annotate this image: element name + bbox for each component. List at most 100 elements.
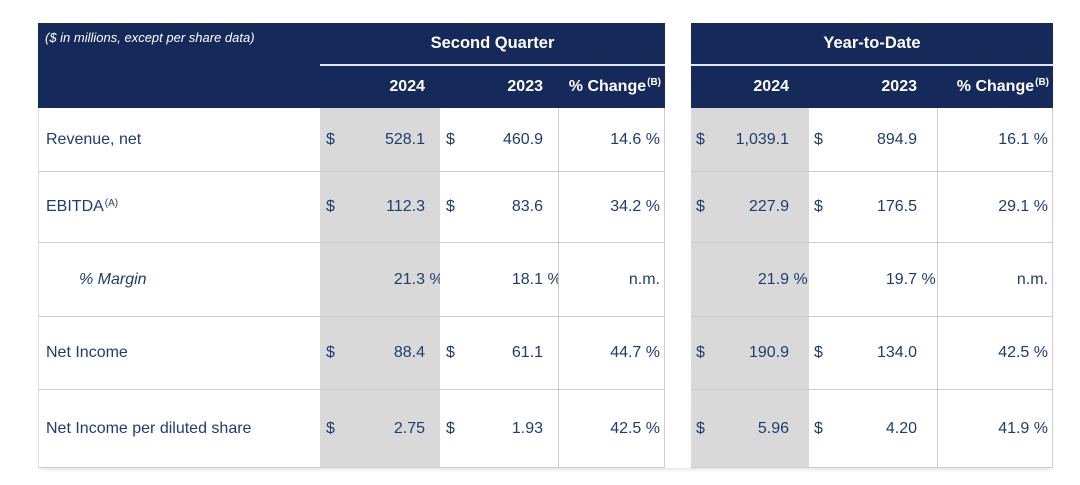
cell-value: 41.9 %: [998, 419, 1048, 437]
cell-value: 176.5: [876, 198, 917, 215]
cell-netincome-ytd-2023: $ 134.0: [809, 317, 937, 390]
cell-value: 42.5 %: [998, 344, 1048, 361]
column-header-label: % Change: [568, 78, 647, 95]
cell-revenue-q2-2024: $ 528.1: [320, 108, 440, 172]
second-quarter-section-header: Second Quarter: [320, 23, 665, 66]
row-label-main: EBITDA: [46, 198, 104, 215]
section-gap: [665, 317, 691, 390]
cell-value: 460.9: [502, 130, 543, 148]
footnote-a-superscript: (A): [104, 198, 119, 209]
cell-value-wrap: 18.1 %: [511, 270, 562, 288]
cell-value: 2.75: [393, 419, 425, 437]
table-note-text: ($ in millions, except per share data): [45, 30, 255, 45]
dollar-sign: $: [696, 344, 705, 361]
row-label-revenue-net: Revenue, net: [38, 108, 320, 172]
row-label-main: % Margin: [79, 270, 147, 288]
cell-eps-q2-change: 42.5 %: [558, 390, 665, 468]
cell-value-wrap: 19.7 %: [885, 270, 936, 288]
section-gap: [665, 390, 691, 468]
cell-value: 5.96: [757, 419, 789, 437]
cell-netincome-q2-change: 44.7 %: [558, 317, 665, 390]
cell-margin-q2-change: n.m.: [558, 243, 665, 317]
cell-value-wrap: 1.93: [512, 420, 543, 438]
row-label-text: Revenue, net: [46, 131, 142, 149]
cell-value: 44.7 %: [610, 344, 660, 361]
dollar-sign: $: [814, 198, 823, 215]
row-label-text: Net Income: [46, 344, 129, 362]
column-header-ytd-pct-change: % Change (B): [937, 66, 1053, 108]
cell-value: 88.4: [393, 344, 425, 361]
dollar-sign: $: [696, 419, 705, 437]
cell-ebitda-q2-2023: $ 83.6: [440, 172, 558, 243]
cell-value: 21.3: [393, 270, 425, 288]
cell-eps-ytd-change: 41.9 %: [937, 390, 1053, 468]
cell-ebitda-q2-change: 34.2 %: [558, 172, 665, 243]
dollar-sign: $: [814, 344, 823, 361]
column-header-label: 2023: [507, 78, 543, 95]
cell-value: n.m.: [1016, 270, 1048, 288]
column-header-ytd-2023: 2023: [809, 66, 937, 108]
cell-eps-q2-2024: $ 2.75: [320, 390, 440, 468]
dollar-sign: $: [696, 130, 705, 148]
cell-value-wrap: 88.4: [394, 344, 425, 362]
cell-revenue-ytd-2024: $ 1,039.1: [691, 108, 809, 172]
cell-value: 528.1: [384, 130, 425, 148]
cell-netincome-q2-2023: $ 61.1: [440, 317, 558, 390]
footnote-b-superscript: (B): [647, 76, 661, 88]
cell-value-wrap: 134.0: [877, 344, 917, 362]
section-gap: [665, 66, 691, 108]
year-to-date-title: Year-to-Date: [823, 34, 921, 52]
cell-value: 29.1 %: [998, 198, 1048, 215]
cell-value: 14.6 %: [610, 130, 660, 148]
cell-ebitda-ytd-change: 29.1 %: [937, 172, 1053, 243]
row-label-text: % Margin: [79, 271, 148, 289]
cell-margin-q2-2024: 21.3 %: [320, 243, 444, 317]
row-label-main: Net Income: [46, 344, 128, 361]
row-label-main: Revenue, net: [46, 130, 142, 148]
cell-value-wrap: 460.9: [503, 131, 543, 149]
cell-value: 21.9: [757, 270, 789, 288]
column-header-label: 2023: [881, 78, 917, 95]
cell-revenue-ytd-change: 16.1 %: [937, 108, 1053, 172]
cell-margin-ytd-2024: 21.9 %: [691, 243, 809, 317]
column-header-label: 2024: [753, 78, 789, 95]
cell-value: 227.9: [748, 198, 789, 215]
cell-margin-q2-2023: 18.1 %: [440, 243, 562, 317]
cell-revenue-q2-2023: $ 460.9: [440, 108, 558, 172]
cell-value-wrap: 4.20: [886, 420, 917, 438]
year-to-date-section-header: Year-to-Date: [691, 23, 1053, 66]
cell-value-wrap: 2.75: [394, 420, 425, 438]
column-header-q2-2023: 2023: [440, 66, 558, 108]
cell-value-wrap: 61.1: [512, 344, 543, 362]
section-gap: [665, 172, 691, 243]
cell-value: 61.1: [511, 344, 543, 361]
cell-value: 18.1: [511, 270, 543, 288]
cell-value: 1,039.1: [735, 130, 789, 148]
cell-eps-q2-2023: $ 1.93: [440, 390, 558, 468]
second-quarter-title: Second Quarter: [430, 34, 555, 52]
column-header-ytd-2024: 2024: [691, 66, 809, 108]
cell-value: 34.2 %: [610, 198, 660, 215]
dollar-sign: $: [696, 198, 705, 215]
section-gap: [665, 108, 691, 172]
column-header-q2-2024: 2024: [320, 66, 440, 108]
cell-margin-ytd-2023: 19.7 %: [809, 243, 937, 317]
cell-ebitda-q2-2024: $ 112.3: [320, 172, 440, 243]
financial-results-table: ($ in millions, except per share data) S…: [38, 23, 1053, 468]
dollar-sign: $: [814, 130, 823, 148]
cell-margin-ytd-change: n.m.: [937, 243, 1053, 317]
cell-value: n.m.: [628, 270, 660, 288]
dollar-sign: $: [814, 419, 823, 437]
dollar-sign: $: [326, 419, 335, 437]
cell-value-wrap: 1,039.1: [736, 131, 789, 149]
footnote-b-superscript: (B): [1035, 76, 1049, 88]
dollar-sign: $: [326, 130, 335, 148]
cell-value: 83.6: [511, 198, 543, 215]
cell-netincome-q2-2024: $ 88.4: [320, 317, 440, 390]
dollar-sign: $: [446, 419, 455, 437]
row-label-text: EBITDA(A): [46, 198, 118, 216]
dollar-sign: $: [446, 198, 455, 215]
cell-value-wrap: 894.9: [877, 131, 917, 149]
dollar-sign: $: [326, 198, 335, 215]
cell-value-wrap: 176.5: [877, 198, 917, 216]
